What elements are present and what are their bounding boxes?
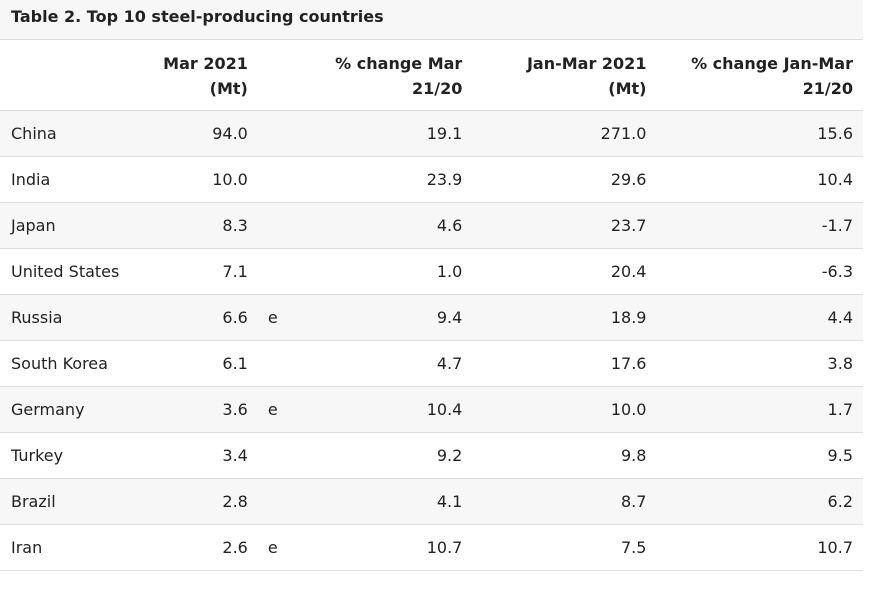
header-pct-change-jan-mar: % change Jan-Mar 21/20: [646, 40, 863, 111]
cell-jan-mar-2021: 23.7: [610, 215, 647, 235]
cell-country: Turkey: [11, 445, 64, 465]
table-caption: Table 2. Top 10 steel-producing countrie…: [0, 0, 863, 40]
cell-country: United States: [11, 261, 120, 281]
cell-estimate-flag: e: [267, 537, 278, 557]
cell-estimate-flag: [248, 340, 278, 386]
header-pct-change-jan-mar-line2: 21/20: [802, 79, 853, 98]
steel-table-container: Table 2. Top 10 steel-producing countrie…: [0, 0, 863, 571]
header-jan-mar-2021: Jan-Mar 2021 (Mt): [462, 40, 647, 111]
cell-estimate-flag: e: [267, 399, 278, 419]
table-row: United States 7.1 1.0 20.4 -6.3: [0, 248, 863, 294]
cell-mar-2021: 10.0: [212, 169, 248, 189]
cell-pct-change-mar: 1.0: [436, 261, 463, 281]
cell-estimate-flag: [248, 478, 278, 524]
cell-pct-change-jan-mar: 3.8: [827, 353, 853, 373]
cell-estimate-flag: [248, 156, 278, 202]
cell-country: Germany: [11, 399, 85, 419]
cell-estimate-flag: [248, 432, 278, 478]
cell-jan-mar-2021: 10.0: [610, 399, 647, 419]
cell-pct-change-jan-mar: -1.7: [821, 215, 853, 235]
cell-jan-mar-2021: 20.4: [610, 261, 647, 281]
cell-country: Japan: [11, 215, 56, 235]
cell-mar-2021: 6.6: [222, 307, 248, 327]
cell-estimate-flag: [248, 202, 278, 248]
cell-pct-change-mar: 4.6: [436, 215, 463, 235]
cell-country: China: [11, 123, 57, 143]
cell-pct-change-jan-mar: 6.2: [827, 491, 853, 511]
header-pct-change-jan-mar-line1: % change Jan-Mar: [691, 54, 853, 73]
table-row: Russia 6.6 e 9.4 18.9 4.4: [0, 294, 863, 340]
header-mar-2021-line1: Mar 2021: [163, 54, 248, 73]
cell-mar-2021: 7.1: [222, 261, 248, 281]
cell-country: South Korea: [11, 353, 108, 373]
table-header-row: Mar 2021 (Mt) % change Mar 21/20 Jan-Mar…: [0, 40, 863, 111]
cell-pct-change-mar: 10.7: [426, 537, 463, 557]
cell-country: Russia: [11, 307, 63, 327]
cell-country: Iran: [11, 537, 43, 557]
table-row: China 94.0 19.1 271.0 15.6: [0, 110, 863, 156]
cell-pct-change-mar: 9.2: [436, 445, 463, 465]
cell-jan-mar-2021: 9.8: [621, 445, 647, 465]
table-row: Japan 8.3 4.6 23.7 -1.7: [0, 202, 863, 248]
cell-estimate-flag: [248, 248, 278, 294]
cell-jan-mar-2021: 18.9: [610, 307, 647, 327]
cell-mar-2021: 2.6: [222, 537, 248, 557]
header-pct-change-mar-line1: % change Mar: [335, 54, 463, 73]
cell-pct-change-jan-mar: 9.5: [827, 445, 853, 465]
header-mar-2021: Mar 2021 (Mt): [141, 40, 248, 111]
cell-estimate-flag: e: [267, 307, 278, 327]
header-mar-2021-line2: (Mt): [209, 79, 248, 98]
cell-mar-2021: 2.8: [222, 491, 248, 511]
cell-estimate-flag: [248, 110, 278, 156]
table-row: South Korea 6.1 4.7 17.6 3.8: [0, 340, 863, 386]
cell-pct-change-mar: 23.9: [426, 169, 463, 189]
cell-mar-2021: 8.3: [222, 215, 248, 235]
header-jan-mar-2021-line1: Jan-Mar 2021: [526, 54, 647, 73]
table-row: Iran 2.6 e 10.7 7.5 10.7: [0, 524, 863, 570]
header-pct-change-mar: % change Mar 21/20: [278, 40, 463, 111]
header-country: [0, 40, 142, 111]
header-jan-mar-2021-line2: (Mt): [608, 79, 647, 98]
cell-pct-change-jan-mar: -6.3: [821, 261, 853, 281]
cell-pct-change-mar: 9.4: [436, 307, 463, 327]
header-flag: [247, 40, 279, 111]
table-row: India 10.0 23.9 29.6 10.4: [0, 156, 863, 202]
cell-pct-change-mar: 4.7: [436, 353, 463, 373]
table-row: Germany 3.6 e 10.4 10.0 1.7: [0, 386, 863, 432]
cell-mar-2021: 94.0: [212, 123, 248, 143]
cell-jan-mar-2021: 29.6: [610, 169, 647, 189]
cell-country: India: [11, 169, 51, 189]
cell-mar-2021: 3.4: [222, 445, 248, 465]
cell-jan-mar-2021: 17.6: [610, 353, 647, 373]
steel-table: Mar 2021 (Mt) % change Mar 21/20 Jan-Mar…: [0, 40, 863, 571]
cell-jan-mar-2021: 271.0: [600, 123, 647, 143]
cell-pct-change-jan-mar: 15.6: [817, 123, 853, 143]
cell-mar-2021: 3.6: [222, 399, 248, 419]
cell-mar-2021: 6.1: [222, 353, 248, 373]
cell-pct-change-mar: 19.1: [426, 123, 463, 143]
cell-pct-change-jan-mar: 10.4: [817, 169, 853, 189]
cell-pct-change-mar: 4.1: [436, 491, 463, 511]
cell-jan-mar-2021: 7.5: [621, 537, 647, 557]
table-row: Brazil 2.8 4.1 8.7 6.2: [0, 478, 863, 524]
cell-pct-change-jan-mar: 4.4: [827, 307, 853, 327]
cell-pct-change-jan-mar: 10.7: [817, 537, 853, 557]
cell-pct-change-jan-mar: 1.7: [827, 399, 853, 419]
header-pct-change-mar-line2: 21/20: [411, 79, 463, 98]
cell-pct-change-mar: 10.4: [426, 399, 463, 419]
cell-country: Brazil: [11, 491, 56, 511]
cell-jan-mar-2021: 8.7: [621, 491, 647, 511]
table-row: Turkey 3.4 9.2 9.8 9.5: [0, 432, 863, 478]
